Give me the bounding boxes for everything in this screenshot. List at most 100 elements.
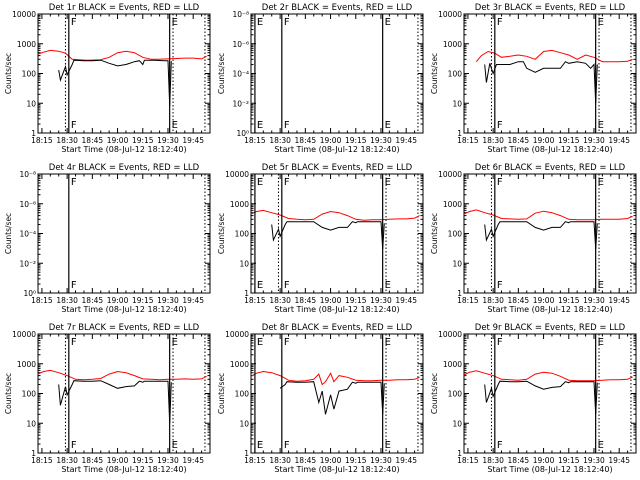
event-marker-label: E — [257, 440, 263, 451]
chart-title: Det 5r BLACK = Events, RED = LLD — [262, 163, 413, 173]
x-tick-label: 18:45 — [82, 456, 104, 465]
y-tick-label: 1 — [457, 449, 462, 458]
y-axis-label: Counts/sec — [4, 373, 13, 414]
y-tick-label: 100 — [235, 390, 250, 399]
series-line — [58, 59, 172, 107]
event-marker-label: F — [497, 280, 503, 291]
y-tick-label: 10⁻⁶ — [19, 200, 36, 209]
x-tick-label: 18:45 — [508, 136, 530, 145]
event-marker-label: F — [71, 440, 77, 451]
x-tick-label: 18:45 — [295, 456, 317, 465]
x-tick-label: 18:15 — [457, 296, 479, 305]
y-axis-label: Counts/sec — [217, 53, 226, 94]
chart-title: Det 8r BLACK = Events, RED = LLD — [262, 323, 413, 333]
x-tick-label: 19:30 — [157, 136, 179, 145]
y-tick-label: 10⁻⁶ — [232, 40, 249, 49]
x-axis-label: Start Time (08-Jul-12 18:12:40) — [487, 145, 612, 154]
y-tick-label: 10⁰ — [23, 289, 36, 298]
x-tick-label: 18:45 — [82, 136, 104, 145]
x-tick-label: 19:15 — [345, 136, 367, 145]
y-tick-label: 10 — [452, 259, 462, 268]
y-tick-label: 100 — [22, 70, 37, 79]
y-tick-label: 10⁻² — [19, 259, 36, 268]
event-marker-label: E — [385, 337, 391, 348]
chart-panel: Det 1r BLACK = Events, RED = LLD 1 10 100 10… — [4, 3, 211, 154]
x-axis-label: Start Time (08-Jul-12 18:12:40) — [274, 465, 399, 474]
x-tick-label: 19:00 — [107, 136, 129, 145]
x-tick-label: 18:30 — [482, 136, 504, 145]
chart-title: Det 6r BLACK = Events, RED = LLD — [475, 163, 626, 173]
event-marker-label: E — [598, 177, 604, 188]
plot-frame — [250, 333, 424, 454]
event-marker-label: E — [598, 17, 604, 28]
x-tick-label: 18:30 — [269, 456, 291, 465]
x-tick-label: 19:45 — [608, 296, 630, 305]
x-tick-label: 19:15 — [132, 296, 154, 305]
event-marker-label: E — [257, 337, 263, 348]
x-tick-label: 18:15 — [31, 456, 53, 465]
x-tick-label: 19:45 — [182, 456, 204, 465]
event-marker-label: F — [71, 280, 77, 291]
y-tick-label: 10000 — [438, 10, 462, 19]
chart-panel: Det 4r BLACK = Events, RED = LLD 10⁰ 10⁻² 1… — [4, 163, 211, 314]
y-tick-label: 10 — [239, 419, 249, 428]
chart-panel: Det 8r BLACK = Events, RED = LLD 1 10 100 10… — [217, 323, 424, 474]
y-tick-label: 10000 — [12, 10, 36, 19]
event-marker-label: E — [385, 440, 391, 451]
x-tick-label: 19:30 — [370, 136, 392, 145]
y-tick-label: 1000 — [230, 200, 249, 209]
x-tick-label: 18:30 — [269, 136, 291, 145]
y-axis-label: Counts/sec — [430, 53, 439, 94]
chart-title: Det 7r BLACK = Events, RED = LLD — [49, 323, 200, 333]
y-tick-label: 1000 — [17, 360, 36, 369]
x-axis-label: Start Time (08-Jul-12 18:12:40) — [487, 305, 612, 314]
event-marker-label: E — [385, 17, 391, 28]
x-tick-label: 18:30 — [482, 296, 504, 305]
event-marker-label: F — [71, 337, 77, 348]
y-tick-label: 10 — [26, 99, 36, 108]
x-tick-label: 19:00 — [107, 456, 129, 465]
event-marker-label: E — [598, 440, 604, 451]
x-tick-label: 18:15 — [244, 136, 266, 145]
y-tick-label: 100 — [22, 390, 37, 399]
event-marker-label: F — [284, 440, 290, 451]
y-tick-label: 10⁻⁴ — [232, 70, 249, 79]
x-tick-label: 19:00 — [107, 296, 129, 305]
x-tick-label: 19:00 — [533, 296, 555, 305]
event-marker-label: F — [284, 177, 290, 188]
event-marker-label: F — [284, 17, 290, 28]
y-tick-label: 100 — [448, 390, 463, 399]
x-tick-label: 19:30 — [583, 456, 605, 465]
y-tick-label: 10 — [239, 259, 249, 268]
series-line — [463, 209, 633, 221]
x-tick-label: 19:30 — [157, 456, 179, 465]
x-tick-label: 18:45 — [295, 136, 317, 145]
event-marker-label: F — [71, 177, 77, 188]
x-axis-label: Start Time (08-Jul-12 18:12:40) — [274, 305, 399, 314]
event-marker-label: E — [257, 120, 263, 131]
x-tick-label: 19:30 — [583, 136, 605, 145]
series-line — [463, 370, 633, 382]
chart-title: Det 1r BLACK = Events, RED = LLD — [49, 3, 200, 13]
y-axis-label: Counts/sec — [217, 373, 226, 414]
y-tick-label: 1 — [457, 289, 462, 298]
x-tick-label: 18:30 — [56, 296, 78, 305]
x-tick-label: 18:15 — [457, 136, 479, 145]
event-marker-label: F — [497, 17, 503, 28]
event-marker-label: E — [598, 120, 604, 131]
event-marker-label: E — [172, 120, 178, 131]
series-line — [484, 61, 598, 104]
y-tick-label: 10000 — [225, 330, 249, 339]
x-tick-label: 18:30 — [269, 296, 291, 305]
x-tick-label: 18:30 — [482, 456, 504, 465]
x-axis-label: Start Time (08-Jul-12 18:12:40) — [61, 145, 186, 154]
x-tick-label: 18:15 — [31, 136, 53, 145]
x-tick-label: 19:45 — [182, 296, 204, 305]
plot-frame — [463, 13, 637, 134]
y-tick-label: 1 — [244, 449, 249, 458]
event-marker-label: F — [497, 440, 503, 451]
series-line — [279, 381, 385, 415]
x-tick-label: 19:45 — [608, 456, 630, 465]
chart-panel: Det 3r BLACK = Events, RED = LLD 1 10 100 10… — [430, 3, 637, 154]
